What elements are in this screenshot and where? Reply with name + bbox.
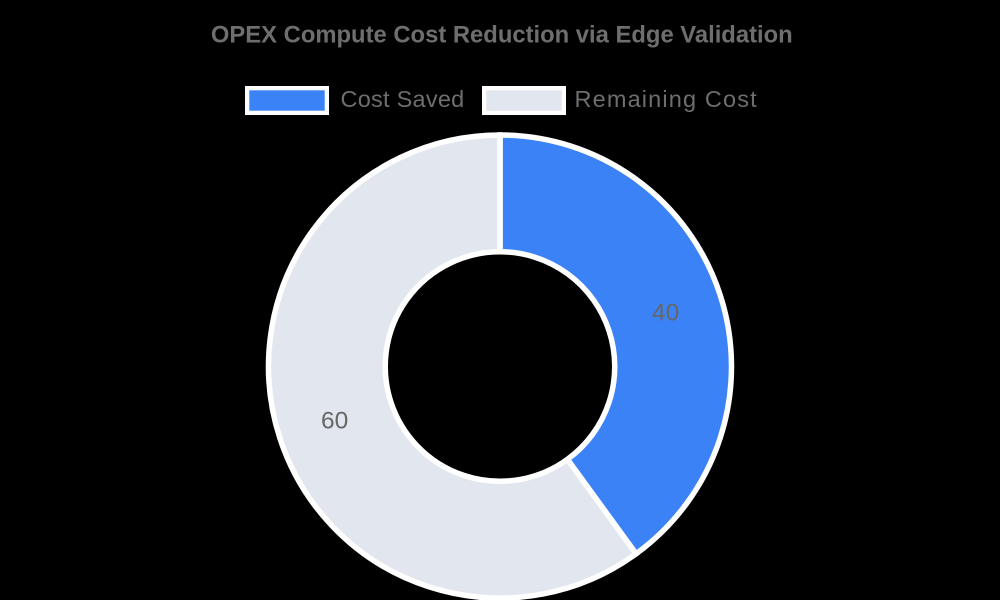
svg-text:40: 40 [652, 299, 679, 326]
svg-text:60: 60 [321, 408, 348, 435]
svg-text:Remaining Cost: Remaining Cost [575, 86, 758, 112]
svg-text:OPEX Compute Cost Reduction vi: OPEX Compute Cost Reduction via Edge Val… [211, 21, 793, 48]
svg-text:Cost Saved: Cost Saved [341, 86, 465, 112]
